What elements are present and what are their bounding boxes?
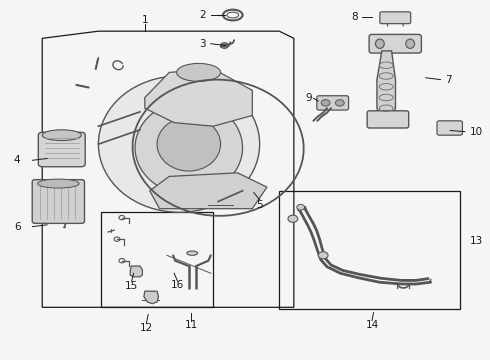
Text: 15: 15 <box>125 281 138 291</box>
Text: 11: 11 <box>185 320 198 330</box>
Text: 3: 3 <box>199 39 206 49</box>
Text: 16: 16 <box>171 280 184 290</box>
Circle shape <box>220 42 228 48</box>
Ellipse shape <box>38 179 79 188</box>
Ellipse shape <box>406 39 415 48</box>
FancyBboxPatch shape <box>369 35 421 53</box>
FancyBboxPatch shape <box>317 96 348 110</box>
Text: 2: 2 <box>199 10 206 20</box>
Text: 9: 9 <box>305 93 312 103</box>
Text: 14: 14 <box>366 320 379 330</box>
Text: 13: 13 <box>470 236 483 246</box>
Text: 12: 12 <box>140 323 153 333</box>
Polygon shape <box>144 291 159 304</box>
Text: 8: 8 <box>351 12 357 22</box>
FancyBboxPatch shape <box>437 121 463 135</box>
Ellipse shape <box>176 63 220 81</box>
Text: 10: 10 <box>470 127 483 136</box>
Ellipse shape <box>42 130 81 140</box>
Text: 7: 7 <box>445 75 452 85</box>
FancyBboxPatch shape <box>367 111 409 128</box>
FancyBboxPatch shape <box>380 12 411 24</box>
Polygon shape <box>150 173 267 209</box>
Ellipse shape <box>375 39 384 48</box>
Circle shape <box>335 100 344 106</box>
Polygon shape <box>145 69 252 126</box>
FancyBboxPatch shape <box>32 180 84 224</box>
FancyBboxPatch shape <box>38 132 85 167</box>
Ellipse shape <box>98 76 260 212</box>
Ellipse shape <box>187 251 197 255</box>
Circle shape <box>321 100 330 106</box>
Text: 4: 4 <box>14 155 21 165</box>
Ellipse shape <box>135 101 243 194</box>
Text: 5: 5 <box>256 200 263 210</box>
Circle shape <box>318 252 328 259</box>
Circle shape <box>288 215 298 222</box>
Circle shape <box>297 204 305 210</box>
Polygon shape <box>130 266 143 277</box>
Bar <box>279 191 460 309</box>
Polygon shape <box>377 51 395 116</box>
Text: 6: 6 <box>14 222 21 231</box>
Ellipse shape <box>157 117 220 171</box>
Text: 1: 1 <box>142 15 148 26</box>
Bar <box>101 212 213 307</box>
